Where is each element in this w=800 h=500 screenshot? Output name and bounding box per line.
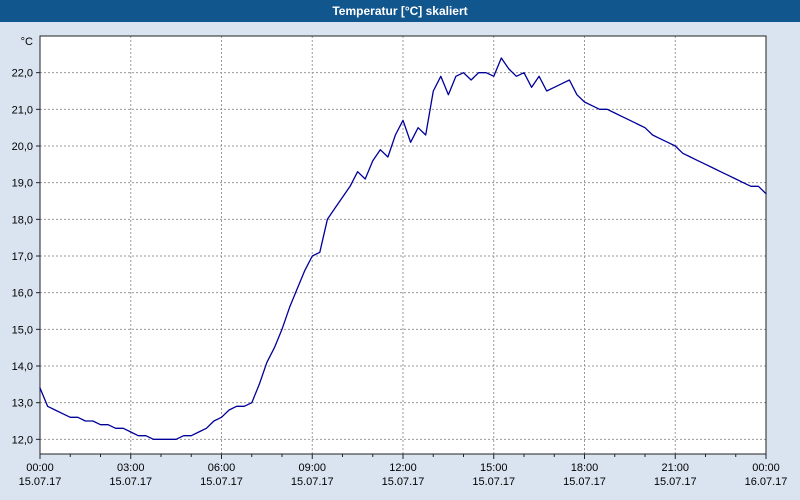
x-tick-time: 18:00: [571, 462, 599, 474]
temperature-line: [39, 57, 767, 440]
x-tick-date: 16.07.17: [745, 476, 788, 488]
y-tick-label: 17,0: [12, 251, 33, 263]
x-tick-date: 15.07.17: [563, 476, 606, 488]
x-tick-time: 00:00: [26, 462, 54, 474]
x-tick-time: 00:00: [752, 462, 780, 474]
x-tick-time: 15:00: [480, 462, 508, 474]
y-tick-label: 21,0: [12, 104, 33, 116]
x-tick-date: 15.07.17: [109, 476, 152, 488]
x-tick-time: 09:00: [298, 462, 326, 474]
x-tick-date: 15.07.17: [382, 476, 425, 488]
y-axis-unit-label: °C: [21, 36, 33, 48]
x-tick-date: 15.07.17: [200, 476, 243, 488]
y-tick-label: 12,0: [12, 434, 33, 446]
y-tick-label: 18,0: [12, 214, 33, 226]
y-tick-label: 22,0: [12, 68, 33, 80]
x-tick-time: 03:00: [117, 462, 145, 474]
chart-title: Temperatur [°C] skaliert: [332, 4, 468, 18]
x-tick-date: 15.07.17: [654, 476, 697, 488]
y-tick-label: 19,0: [12, 178, 33, 190]
x-tick-date: 15.07.17: [291, 476, 334, 488]
y-tick-label: 16,0: [12, 288, 33, 300]
x-tick-time: 21:00: [661, 462, 689, 474]
y-tick-label: 20,0: [12, 141, 33, 153]
x-tick-date: 15.07.17: [19, 476, 62, 488]
x-tick-time: 12:00: [389, 462, 417, 474]
y-tick-label: 15,0: [12, 324, 33, 336]
title-bar: Temperatur [°C] skaliert: [0, 0, 800, 22]
y-tick-label: 13,0: [12, 398, 33, 410]
plot-border: [39, 35, 767, 455]
temperature-chart: 12,0 13,0 14,0 15,0 16,0 17,0 18,0 19,0 20,0 21,0…: [12, 35, 788, 488]
x-tick-time: 06:00: [208, 462, 236, 474]
x-tick-date: 15.07.17: [472, 476, 515, 488]
y-tick-label: 14,0: [12, 361, 33, 373]
